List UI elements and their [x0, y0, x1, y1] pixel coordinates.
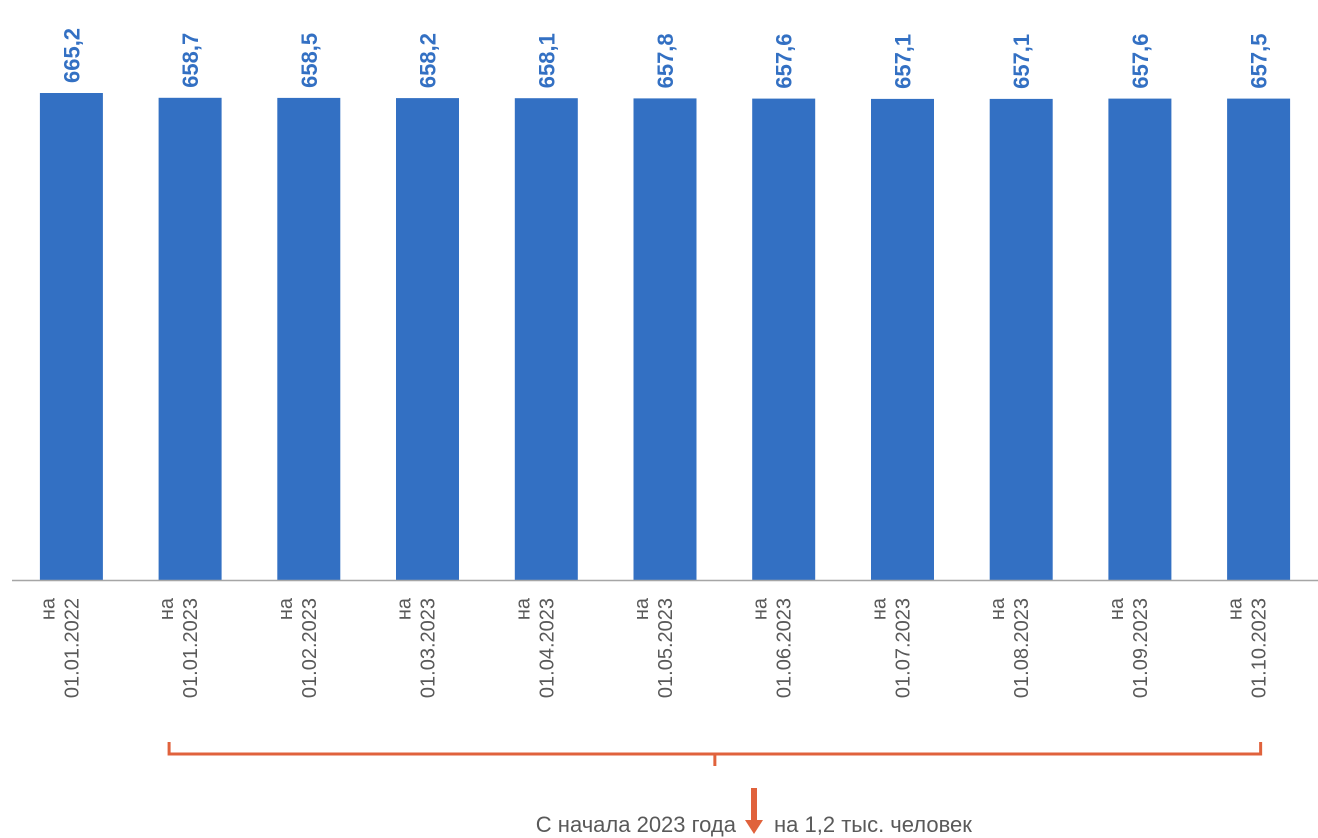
tick-date: 01.02.2023	[299, 598, 321, 698]
arrow-shaft	[751, 788, 757, 822]
bar-8	[871, 98, 934, 581]
x-tick-label-6: на 01.05.2023	[631, 597, 677, 698]
x-tick-label-1: на 01.01.2022	[37, 597, 83, 698]
tick-date: 01.01.2022	[61, 598, 83, 698]
bar-4	[396, 98, 459, 580]
x-tick-label-2: на 01.01.2023	[156, 597, 202, 698]
value-label-5: 658,1	[534, 33, 559, 88]
value-label-1: 665,2	[59, 28, 84, 83]
bar-9	[989, 98, 1053, 581]
bar-2	[158, 97, 222, 581]
value-label-4: 658,2	[416, 33, 441, 88]
value-label-6: 657,8	[653, 33, 678, 88]
bars-group	[39, 93, 1291, 581]
bar-3	[277, 97, 341, 581]
tick-date: 01.03.2023	[418, 598, 440, 698]
x-tick-label-5: на 01.04.2023	[512, 597, 558, 698]
value-label-10: 657,6	[1128, 34, 1153, 89]
value-label-11: 657,5	[1247, 34, 1272, 89]
bar-6	[633, 98, 697, 581]
tick-prefix: на	[869, 597, 891, 620]
value-label-2: 658,7	[178, 33, 203, 88]
bar-1	[39, 93, 103, 580]
value-label-3: 658,5	[297, 33, 322, 88]
arrow-head	[745, 820, 763, 834]
tick-prefix: на	[512, 597, 534, 620]
tick-prefix: на	[275, 597, 297, 620]
tick-prefix: на	[394, 597, 416, 620]
bar-5	[514, 98, 578, 580]
tick-prefix: на	[987, 597, 1009, 620]
x-tick-labels-group: на 01.01.2022 на 01.01.2023 на 01.02.2023 на 01…	[37, 597, 1270, 698]
x-tick-label-10: на 01.09.2023	[1106, 597, 1152, 698]
annotation-note: С начала 2023 года на 1,2 тыс. человек	[536, 788, 972, 837]
tick-date: 01.05.2023	[655, 598, 677, 698]
tick-prefix: на	[750, 597, 772, 620]
tick-prefix: на	[1225, 597, 1247, 620]
annotation-text-after: на 1,2 тыс. человек	[774, 812, 972, 837]
tick-date: 01.10.2023	[1249, 598, 1271, 698]
tick-prefix: на	[1106, 597, 1128, 620]
tick-date: 01.06.2023	[774, 598, 796, 698]
annotation-text-before: С начала 2023 года	[536, 812, 737, 837]
x-tick-label-7: на 01.06.2023	[750, 597, 796, 698]
x-tick-label-3: на 01.02.2023	[275, 597, 321, 698]
bar-11	[1227, 98, 1291, 580]
value-label-7: 657,6	[772, 34, 797, 89]
bar-10	[1108, 98, 1172, 580]
range-bracket	[167, 742, 1263, 766]
tick-prefix: на	[37, 597, 59, 620]
tick-date: 01.09.2023	[1130, 598, 1152, 698]
tick-date: 01.07.2023	[893, 598, 915, 698]
tick-prefix: на	[631, 597, 653, 620]
x-tick-label-8: на 01.07.2023	[869, 597, 915, 698]
bar-7	[752, 98, 816, 580]
x-tick-label-11: на 01.10.2023	[1225, 597, 1271, 698]
x-tick-label-9: на 01.08.2023	[987, 597, 1033, 698]
x-tick-label-4: на 01.03.2023	[394, 597, 440, 698]
tick-date: 01.01.2023	[180, 598, 202, 698]
down-arrow-icon	[745, 788, 763, 834]
value-label-9: 657,1	[1009, 34, 1034, 89]
tick-date: 01.08.2023	[1011, 598, 1033, 698]
value-label-8: 657,1	[891, 34, 916, 89]
tick-prefix: на	[156, 597, 178, 620]
value-labels-group: 665,2 658,7 658,5 658,2 658,1 657,8 657,6 657,1…	[59, 28, 1271, 89]
tick-date: 01.04.2023	[536, 598, 558, 698]
